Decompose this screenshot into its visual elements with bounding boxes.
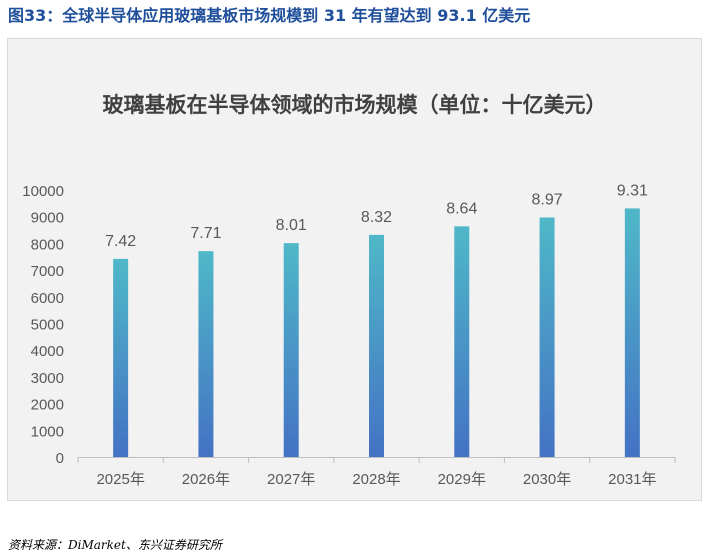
bars (113, 208, 640, 457)
x-tick-label: 2026年 (182, 471, 230, 488)
bar (454, 226, 470, 457)
data-label: 8.32 (361, 209, 392, 226)
figure-caption: 图33：全球半导体应用玻璃基板市场规模到 31 年有望达到 93.1 亿美元 (8, 6, 531, 25)
bar (624, 208, 640, 457)
y-tick-label: 7000 (31, 263, 64, 280)
x-tick-label: 2025年 (96, 471, 144, 488)
data-label: 7.71 (190, 225, 221, 242)
y-tick-label: 6000 (31, 290, 64, 307)
x-tick-label: 2028年 (352, 471, 400, 488)
chart-title: 玻璃基板在半导体领域的市场规模（单位：十亿美元） (102, 93, 607, 117)
data-label: 8.97 (532, 192, 563, 209)
x-axis: 2025年 2026年 2027年 2028年 2029年 2030年 2031年 (77, 457, 676, 488)
y-tick-label: 2000 (31, 397, 64, 414)
source-note: 资料来源：DiMarket、东兴证券研究所 (8, 538, 222, 552)
x-tick-label: 2031年 (608, 471, 656, 488)
y-tick-label: 0 (56, 450, 64, 467)
bar (113, 258, 129, 457)
bar (539, 217, 555, 457)
y-axis: 0 1000 2000 3000 4000 5000 6000 7000 8000 9000 100… (22, 183, 64, 467)
y-tick-label: 4000 (31, 343, 64, 360)
data-label: 7.42 (105, 233, 136, 250)
x-tick-label: 2027年 (267, 471, 315, 488)
x-tick-label: 2029年 (438, 471, 486, 488)
data-label: 8.01 (276, 217, 307, 234)
bar (283, 243, 299, 457)
data-label: 9.31 (617, 182, 648, 199)
y-tick-label: 3000 (31, 370, 64, 387)
y-tick-label: 1000 (31, 423, 64, 440)
bar (198, 251, 214, 457)
y-tick-label: 10000 (22, 183, 64, 200)
y-tick-label: 5000 (31, 317, 64, 334)
x-tick-label: 2030年 (523, 471, 571, 488)
y-tick-label: 9000 (31, 210, 64, 227)
data-labels: 7.42 7.71 8.01 8.32 8.64 8.97 9.31 (105, 182, 648, 249)
bar (369, 234, 384, 457)
data-label: 8.64 (446, 200, 477, 217)
y-tick-label: 8000 (31, 236, 64, 253)
